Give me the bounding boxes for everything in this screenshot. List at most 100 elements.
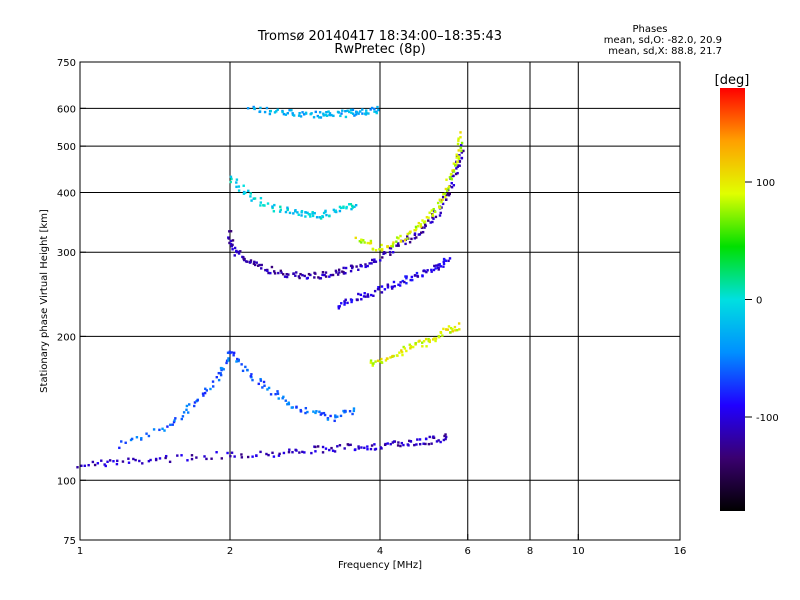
data-point bbox=[325, 111, 328, 114]
chart-title: Tromsø 20140417 18:34:00–18:35:43 bbox=[257, 29, 502, 44]
data-point bbox=[338, 271, 341, 274]
data-point bbox=[391, 354, 394, 358]
data-point bbox=[235, 249, 238, 253]
data-point bbox=[174, 417, 177, 420]
data-point bbox=[370, 444, 374, 447]
data-point bbox=[390, 285, 394, 289]
data-point bbox=[277, 271, 280, 275]
data-point bbox=[419, 223, 422, 226]
data-point bbox=[430, 442, 433, 445]
data-point bbox=[124, 441, 127, 444]
data-point bbox=[249, 192, 252, 195]
data-point bbox=[403, 280, 406, 284]
data-point bbox=[416, 225, 420, 228]
data-point bbox=[255, 454, 258, 457]
data-point bbox=[195, 456, 198, 459]
data-point bbox=[376, 359, 380, 362]
data-point bbox=[279, 269, 283, 273]
data-point bbox=[273, 203, 276, 207]
data-point bbox=[432, 338, 435, 341]
data-point bbox=[409, 347, 412, 350]
data-point bbox=[428, 339, 431, 342]
data-point bbox=[451, 174, 454, 178]
data-point bbox=[273, 272, 277, 275]
data-point bbox=[449, 177, 453, 180]
data-point bbox=[457, 139, 460, 142]
data-point bbox=[331, 273, 335, 277]
data-point bbox=[408, 439, 411, 443]
data-point bbox=[414, 225, 418, 229]
data-point bbox=[408, 241, 412, 244]
data-point bbox=[371, 258, 374, 262]
data-point bbox=[314, 411, 317, 415]
data-point bbox=[335, 271, 338, 274]
data-point bbox=[324, 447, 328, 450]
data-point bbox=[438, 198, 442, 201]
data-point bbox=[398, 284, 402, 287]
data-point bbox=[370, 293, 373, 297]
data-point bbox=[413, 233, 417, 237]
data-point bbox=[304, 112, 308, 115]
data-point bbox=[211, 380, 215, 383]
data-point bbox=[229, 239, 233, 243]
data-point bbox=[281, 397, 284, 400]
data-point bbox=[351, 204, 354, 208]
data-point bbox=[375, 111, 378, 115]
data-point bbox=[351, 206, 354, 209]
data-point bbox=[357, 112, 360, 115]
data-point bbox=[270, 265, 274, 269]
data-point bbox=[371, 247, 375, 251]
data-point bbox=[392, 241, 395, 244]
data-point bbox=[360, 446, 363, 449]
data-point bbox=[431, 220, 434, 224]
data-point bbox=[288, 109, 291, 112]
data-point bbox=[370, 106, 374, 110]
data-point bbox=[429, 221, 432, 224]
data-point bbox=[276, 392, 280, 395]
data-point bbox=[180, 417, 183, 421]
data-point bbox=[448, 257, 452, 260]
data-point bbox=[259, 450, 262, 454]
data-point bbox=[462, 149, 465, 153]
x-tick-label: 6 bbox=[465, 546, 471, 557]
data-point bbox=[402, 345, 405, 349]
data-point bbox=[459, 136, 462, 139]
data-point bbox=[263, 110, 267, 114]
data-point bbox=[334, 209, 337, 212]
data-point bbox=[360, 298, 363, 301]
data-point bbox=[418, 233, 422, 236]
data-point bbox=[230, 451, 234, 454]
data-point bbox=[442, 327, 445, 331]
data-point bbox=[428, 435, 431, 439]
data-point bbox=[457, 157, 461, 160]
data-point bbox=[441, 195, 445, 199]
data-point bbox=[281, 110, 284, 114]
data-point bbox=[271, 205, 274, 208]
colorbar-tick-label: 0 bbox=[756, 296, 762, 307]
data-point bbox=[166, 425, 169, 428]
data-point bbox=[437, 266, 440, 269]
data-point bbox=[237, 359, 240, 363]
data-point bbox=[372, 260, 376, 264]
data-point bbox=[458, 164, 461, 167]
data-point bbox=[96, 462, 100, 465]
data-point bbox=[337, 268, 341, 271]
data-point bbox=[106, 460, 109, 463]
data-point bbox=[272, 455, 276, 458]
data-point bbox=[237, 358, 240, 362]
data-point bbox=[436, 201, 440, 205]
data-point bbox=[357, 445, 360, 448]
data-point bbox=[314, 272, 317, 275]
data-point bbox=[432, 207, 435, 211]
data-point bbox=[421, 345, 424, 348]
data-point bbox=[287, 401, 290, 404]
data-point bbox=[351, 265, 354, 268]
data-point bbox=[389, 442, 392, 446]
data-point bbox=[364, 263, 367, 266]
data-point bbox=[273, 111, 277, 114]
data-point bbox=[140, 437, 143, 440]
data-point bbox=[405, 349, 408, 353]
data-point bbox=[401, 353, 404, 357]
data-point bbox=[389, 356, 392, 359]
data-point bbox=[447, 325, 451, 328]
